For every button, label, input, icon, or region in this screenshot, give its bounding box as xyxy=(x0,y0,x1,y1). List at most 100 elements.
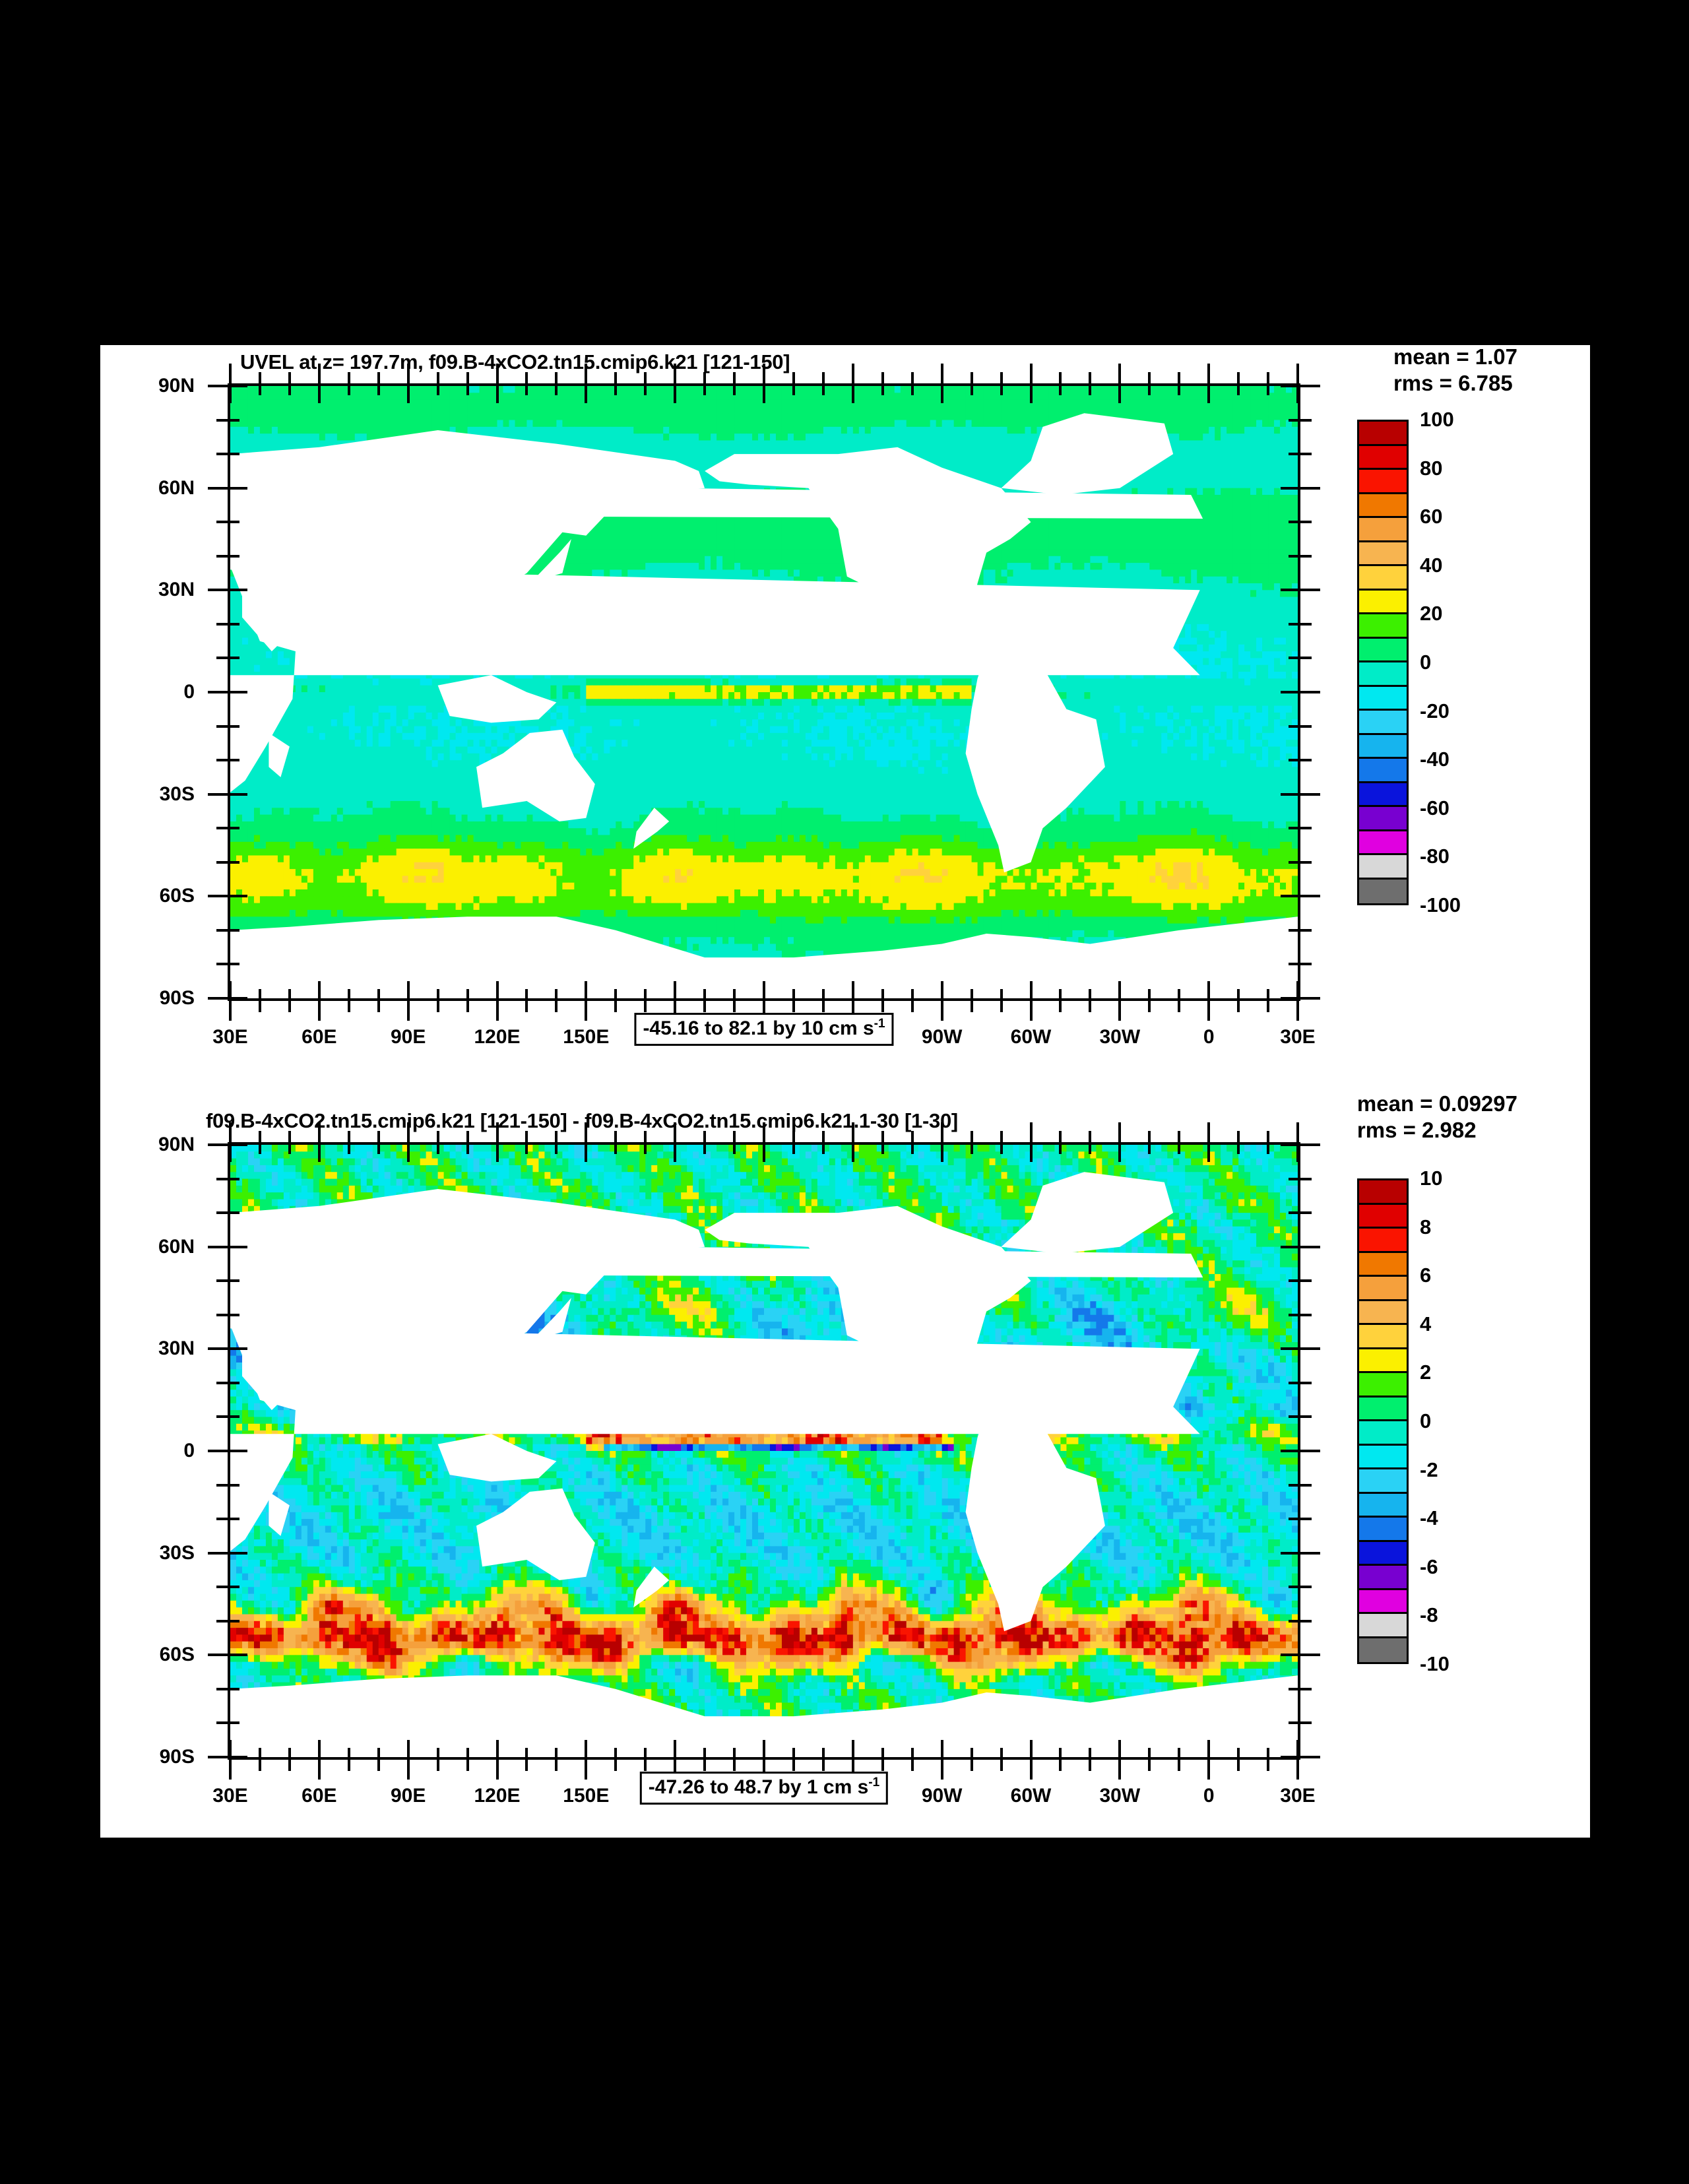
x-axis-label: 150E xyxy=(563,1785,609,1807)
x-minor-tick xyxy=(644,1131,647,1154)
x-minor-tick xyxy=(1267,989,1269,1012)
x-major-tick xyxy=(1030,364,1033,403)
colorbar-segment xyxy=(1359,1252,1407,1277)
colorbar-segment xyxy=(1359,1325,1407,1349)
map-plot-top[interactable] xyxy=(228,383,1300,1001)
colorbar-segment xyxy=(1359,1445,1407,1469)
x-major-tick xyxy=(1207,981,1210,1021)
y-minor-tick xyxy=(216,725,239,728)
colorbar-segment xyxy=(1359,662,1407,687)
y-axis-label: 90S xyxy=(102,987,195,1010)
y-minor-tick xyxy=(1289,1721,1312,1724)
colorbar-segment xyxy=(1359,1638,1407,1662)
x-major-tick xyxy=(229,981,232,1021)
x-major-tick xyxy=(585,364,587,403)
x-minor-tick xyxy=(437,1748,439,1771)
x-major-tick xyxy=(941,1740,943,1780)
y-minor-tick xyxy=(1289,453,1312,455)
x-minor-tick xyxy=(525,1748,528,1771)
x-major-tick xyxy=(763,364,765,403)
x-major-tick xyxy=(1207,1122,1210,1162)
y-minor-tick xyxy=(1289,1178,1312,1180)
x-minor-tick xyxy=(1059,989,1062,1012)
range-caption-bottom: -47.26 to 48.7 by 1 cm s-1 xyxy=(639,1772,889,1805)
x-major-tick xyxy=(1207,1740,1210,1780)
x-minor-tick xyxy=(822,372,825,395)
y-minor-tick xyxy=(1289,929,1312,932)
y-minor-tick xyxy=(216,521,239,523)
colorbar-tick-label: 2 xyxy=(1420,1361,1431,1384)
colorbar-segment xyxy=(1359,614,1407,639)
x-minor-tick xyxy=(259,989,261,1012)
x-minor-tick xyxy=(1148,1748,1151,1771)
y-axis-label: 0 xyxy=(102,681,195,703)
x-minor-tick xyxy=(703,1748,706,1771)
x-major-tick xyxy=(941,364,943,403)
y-major-tick xyxy=(1281,1654,1320,1656)
panel-top: UVEL at z= 197.7m, f09.B-4xCO2.tn15.cmip… xyxy=(100,344,1590,1084)
x-minor-tick xyxy=(437,1131,439,1154)
x-minor-tick xyxy=(911,989,914,1012)
x-axis-label: 0 xyxy=(1203,1785,1215,1807)
x-axis-label: 90E xyxy=(391,1026,426,1048)
y-minor-tick xyxy=(1289,1279,1312,1282)
y-minor-tick xyxy=(216,1279,239,1282)
y-minor-tick xyxy=(216,1314,239,1316)
x-minor-tick xyxy=(1148,372,1151,395)
y-minor-tick xyxy=(216,827,239,829)
colorbar-segment xyxy=(1359,542,1407,566)
x-minor-tick xyxy=(1178,372,1180,395)
colorbar-segment xyxy=(1359,566,1407,591)
y-minor-tick xyxy=(216,657,239,659)
x-minor-tick xyxy=(1059,1748,1062,1771)
x-axis-label: 90W xyxy=(922,1785,963,1807)
x-minor-tick xyxy=(1237,1748,1240,1771)
map-raster-bottom xyxy=(230,1145,1298,1757)
x-major-tick xyxy=(1118,364,1121,403)
colorbar-tick-label: -20 xyxy=(1420,699,1450,723)
x-minor-tick xyxy=(555,989,558,1012)
colorbar-segment xyxy=(1359,422,1407,446)
x-major-tick xyxy=(407,1740,410,1780)
x-minor-tick xyxy=(1089,1748,1091,1771)
colorbar-segment xyxy=(1359,1397,1407,1421)
x-major-tick xyxy=(674,1740,676,1780)
x-minor-tick xyxy=(555,372,558,395)
colorbar-tick-label: -2 xyxy=(1420,1458,1438,1482)
x-minor-tick xyxy=(1267,1748,1269,1771)
y-minor-tick xyxy=(1289,759,1312,761)
x-minor-tick xyxy=(377,989,380,1012)
colorbar-segment xyxy=(1359,1421,1407,1446)
x-major-tick xyxy=(318,364,321,403)
x-axis-label: 30E xyxy=(1280,1785,1315,1807)
x-minor-tick xyxy=(703,372,706,395)
y-major-tick xyxy=(1281,385,1320,387)
x-axis-label: 60W xyxy=(1011,1026,1052,1048)
y-major-tick xyxy=(208,487,247,490)
x-minor-tick xyxy=(1148,989,1151,1012)
colorbar-segment xyxy=(1359,879,1407,903)
x-major-tick xyxy=(229,364,232,403)
y-minor-tick xyxy=(1289,963,1312,965)
x-minor-tick xyxy=(437,989,439,1012)
y-major-tick xyxy=(208,1450,247,1452)
y-minor-tick xyxy=(1289,623,1312,626)
colorbar-tick-label: -4 xyxy=(1420,1506,1438,1530)
x-minor-tick xyxy=(881,989,884,1012)
map-plot-bottom[interactable] xyxy=(228,1142,1300,1760)
x-axis-label: 30W xyxy=(1099,1785,1140,1807)
x-major-tick xyxy=(1118,1122,1121,1162)
x-major-tick xyxy=(852,1740,854,1780)
x-axis-label: 90W xyxy=(922,1026,963,1048)
x-major-tick xyxy=(407,981,410,1021)
y-minor-tick xyxy=(216,1211,239,1214)
x-major-tick xyxy=(1207,364,1210,403)
x-minor-tick xyxy=(614,1131,617,1154)
y-minor-tick xyxy=(216,1518,239,1520)
x-minor-tick xyxy=(288,989,291,1012)
y-major-tick xyxy=(208,385,247,387)
y-minor-tick xyxy=(1289,1620,1312,1622)
x-axis-label: 30E xyxy=(212,1026,247,1048)
y-minor-tick xyxy=(216,1382,239,1384)
y-axis-label: 90N xyxy=(102,1134,195,1156)
